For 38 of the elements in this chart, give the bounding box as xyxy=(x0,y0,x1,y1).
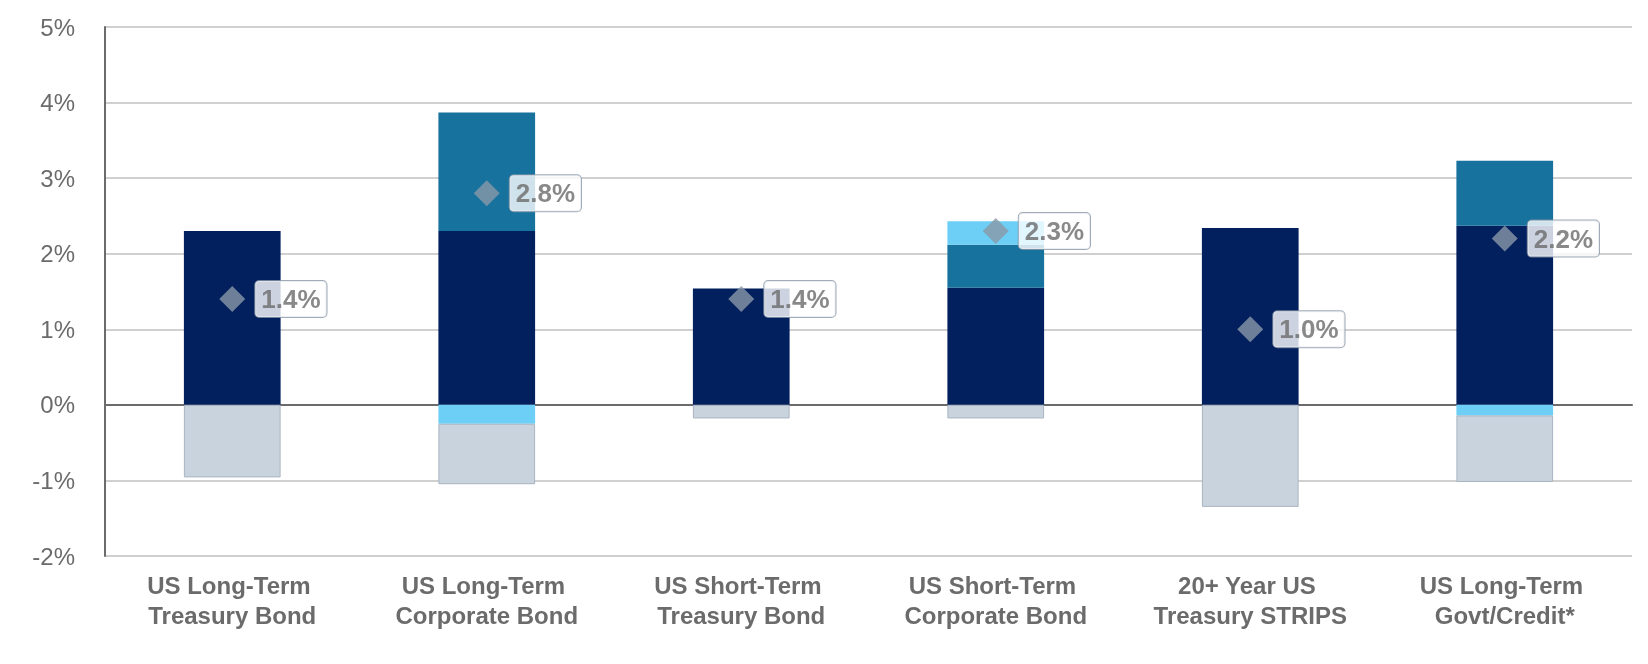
point xyxy=(1237,316,1264,343)
data-label: 2.2% xyxy=(1533,223,1594,254)
data-label: 1.0% xyxy=(1279,314,1339,345)
bar xyxy=(438,231,536,405)
bar xyxy=(1456,160,1554,226)
bar xyxy=(1201,404,1299,507)
bar xyxy=(183,404,281,478)
data-label: 2.8% xyxy=(515,178,576,209)
y-tick-label: -2% xyxy=(32,542,75,570)
data-label: 1.4% xyxy=(770,284,830,315)
bar xyxy=(692,404,790,419)
x-tick-label: 20+ Year US Treasury STRIPS xyxy=(1153,571,1347,629)
point xyxy=(473,180,500,207)
bar xyxy=(1456,404,1554,416)
y-tick-label: 2% xyxy=(40,240,75,268)
x-tick-label: US Long-Term Corporate Bond xyxy=(395,571,579,629)
y-tick-label: 1% xyxy=(40,315,75,343)
point xyxy=(728,286,755,313)
data-label: 2.3% xyxy=(1024,216,1085,247)
point xyxy=(1491,225,1518,252)
x-tick-label: US Long-Term Treasury Bond xyxy=(147,571,318,629)
bar xyxy=(1456,415,1554,482)
bar xyxy=(947,404,1045,419)
y-tick-label: -1% xyxy=(32,466,75,494)
point xyxy=(219,286,246,313)
bar xyxy=(438,423,536,485)
bar xyxy=(947,287,1045,405)
x-tick-label: US Short-Term Treasury Bond xyxy=(654,571,829,629)
y-tick-label: 5% xyxy=(40,13,75,41)
data-label: 1.4% xyxy=(261,284,321,315)
bar xyxy=(947,244,1045,288)
bar xyxy=(438,404,536,424)
y-tick-label: 4% xyxy=(40,89,75,117)
x-tick-label: US Short-Term Corporate Bond xyxy=(904,571,1088,629)
y-tick-label: 3% xyxy=(40,164,75,192)
point xyxy=(982,218,1009,245)
y-tick-label: 0% xyxy=(40,391,75,419)
x-tick-label: US Long-Term Govt/Credit* xyxy=(1419,571,1590,629)
